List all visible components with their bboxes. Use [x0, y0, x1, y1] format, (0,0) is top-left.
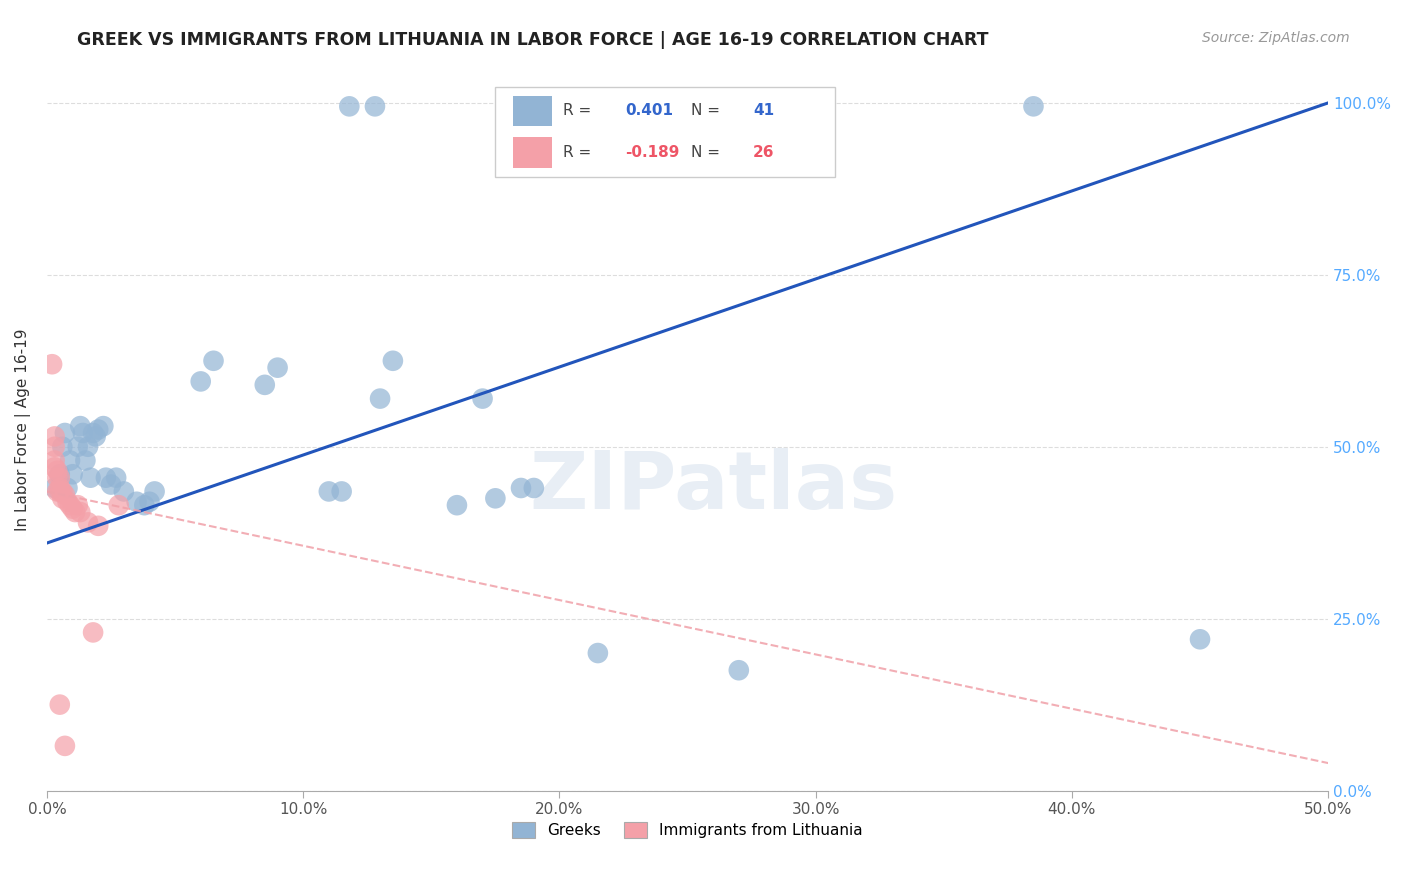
Point [59, 453, 82, 467]
Text: N =: N = [692, 145, 725, 160]
Point [84, 429, 107, 443]
Point [510, 481, 533, 495]
Point [330, 484, 353, 499]
Point [87, 518, 110, 533]
Point [94, 471, 117, 485]
Point [46, 464, 69, 478]
Text: -0.189: -0.189 [624, 145, 679, 160]
Text: Source: ZipAtlas.com: Source: ZipAtlas.com [1202, 31, 1350, 45]
Point [471, 392, 494, 406]
Point [105, 471, 128, 485]
Point [202, 353, 225, 368]
Point [77, 516, 100, 530]
Point [46, 471, 69, 485]
Legend: Greeks, Immigrants from Lithuania: Greeks, Immigrants from Lithuania [506, 816, 869, 845]
Point [87, 423, 110, 437]
Point [41, 357, 63, 371]
Point [51, 491, 73, 506]
Point [53, 739, 76, 753]
Point [69, 419, 91, 434]
Point [107, 498, 129, 512]
Point [79, 471, 101, 485]
Point [134, 498, 156, 512]
Point [49, 698, 72, 712]
Text: R =: R = [564, 103, 596, 119]
Text: 26: 26 [752, 145, 775, 160]
Point [49, 481, 72, 495]
Point [62, 501, 84, 516]
FancyBboxPatch shape [513, 137, 551, 168]
Text: R =: R = [564, 145, 596, 160]
Point [66, 498, 89, 512]
Point [484, 491, 506, 506]
Point [112, 484, 135, 499]
Text: GREEK VS IMMIGRANTS FROM LITHUANIA IN LABOR FORCE | AGE 16-19 CORRELATION CHART: GREEK VS IMMIGRANTS FROM LITHUANIA IN LA… [77, 31, 988, 49]
Point [56, 495, 79, 509]
Point [59, 498, 82, 512]
Point [364, 99, 387, 113]
Point [46, 484, 69, 499]
Point [49, 471, 72, 485]
FancyBboxPatch shape [513, 95, 551, 126]
Point [266, 360, 288, 375]
Point [44, 481, 66, 495]
Point [100, 477, 122, 491]
Point [446, 498, 468, 512]
Point [44, 429, 66, 443]
Point [143, 484, 166, 499]
Text: 0.401: 0.401 [624, 103, 673, 119]
Point [253, 377, 276, 392]
Point [62, 467, 84, 482]
Point [51, 440, 73, 454]
Point [72, 425, 94, 440]
Point [368, 392, 391, 406]
Point [49, 467, 72, 482]
FancyBboxPatch shape [495, 87, 835, 177]
Text: N =: N = [692, 103, 725, 119]
Point [318, 484, 340, 499]
Text: 41: 41 [752, 103, 775, 119]
Point [82, 425, 104, 440]
Point [63, 505, 86, 519]
Point [44, 460, 66, 475]
Point [523, 481, 546, 495]
Point [66, 440, 89, 454]
Y-axis label: In Labor Force | Age 16-19: In Labor Force | Age 16-19 [15, 328, 31, 531]
Point [125, 495, 148, 509]
Point [190, 375, 212, 389]
Point [138, 495, 160, 509]
Point [1022, 99, 1045, 113]
Point [586, 646, 609, 660]
Point [82, 625, 104, 640]
Point [53, 488, 76, 502]
Point [53, 425, 76, 440]
Point [1189, 632, 1212, 647]
Point [51, 484, 73, 499]
Point [77, 440, 100, 454]
Point [727, 663, 749, 677]
Point [69, 505, 91, 519]
Point [93, 419, 115, 434]
Point [49, 484, 72, 499]
Text: ZIPatlas: ZIPatlas [529, 449, 897, 526]
Point [337, 99, 360, 113]
Point [381, 353, 404, 368]
Point [56, 481, 79, 495]
Point [44, 453, 66, 467]
Point [44, 440, 66, 454]
Point [75, 453, 97, 467]
